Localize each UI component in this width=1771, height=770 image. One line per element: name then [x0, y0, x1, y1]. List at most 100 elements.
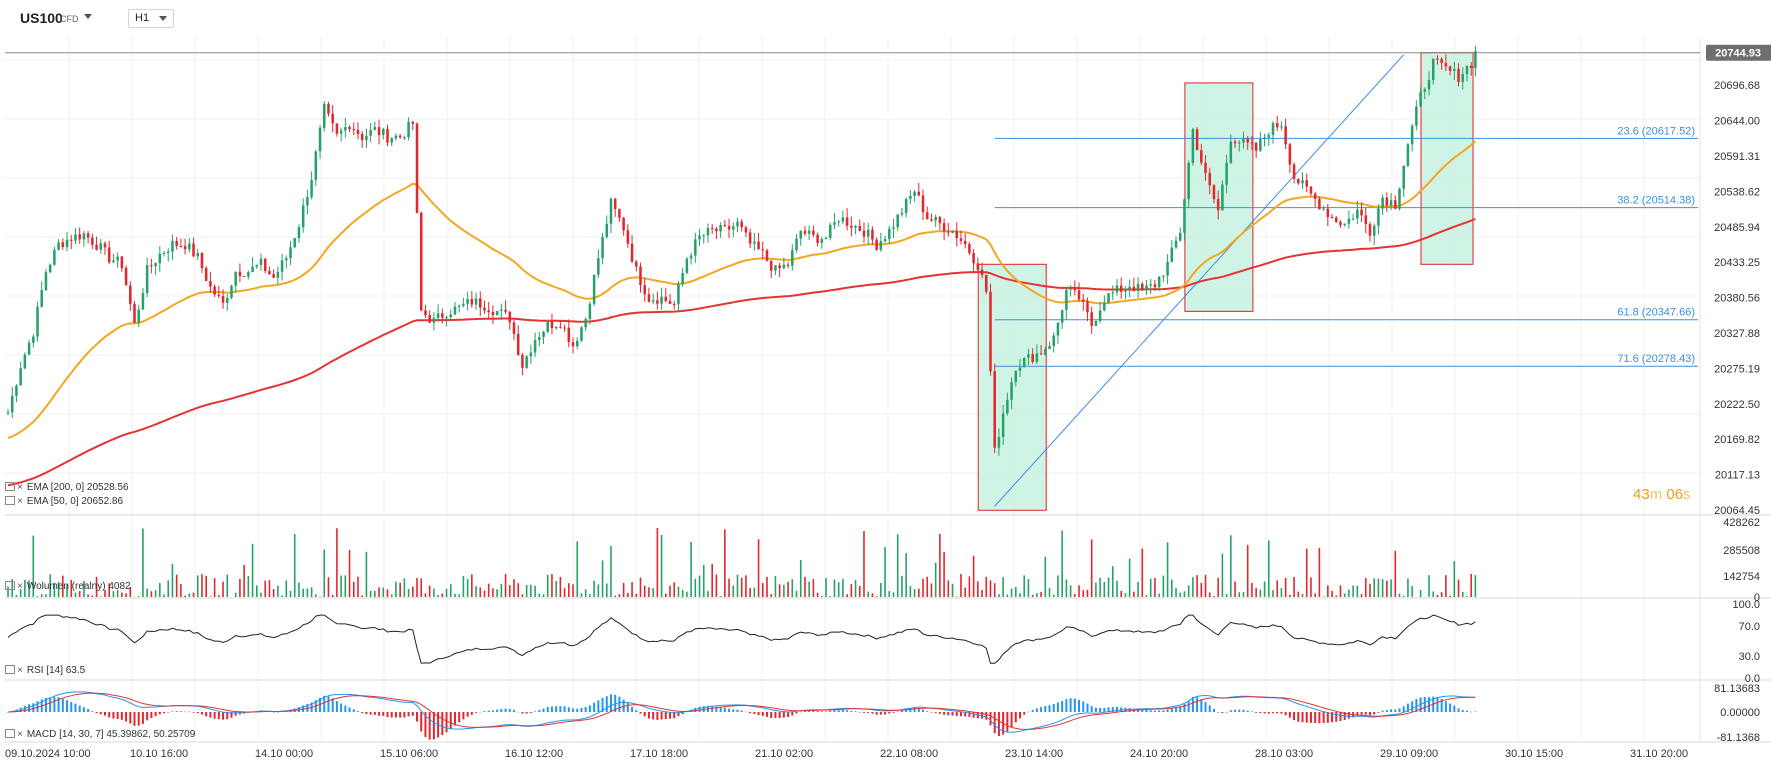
candle-body	[166, 251, 170, 253]
close-icon[interactable]: ×	[17, 665, 23, 676]
macd-histogram-bar	[1276, 712, 1279, 714]
candle-body	[1280, 126, 1283, 128]
symbol-selector[interactable]: US100	[20, 10, 63, 26]
candle-body	[1153, 284, 1157, 288]
volume-bar	[610, 545, 612, 597]
volume-bar	[521, 594, 524, 597]
candle-body	[276, 271, 280, 278]
volume-bar	[584, 589, 587, 597]
candle-body	[99, 243, 103, 250]
volume-bar	[1373, 578, 1375, 597]
macd-histogram-bar	[479, 711, 482, 713]
candle-body	[474, 298, 478, 305]
settings-icon[interactable]	[5, 496, 15, 505]
candle-body	[1225, 162, 1228, 185]
macd-histogram-bar	[449, 712, 452, 730]
candle-body	[993, 371, 996, 448]
candle-body	[913, 191, 916, 196]
candle-body	[1419, 91, 1422, 107]
candle-body	[841, 217, 845, 222]
volume-bar	[167, 580, 170, 597]
macd-histogram-bar	[99, 712, 102, 715]
settings-icon[interactable]	[5, 665, 15, 674]
price-tick-label: 20485.94	[1714, 222, 1760, 234]
volume-bar	[605, 583, 608, 597]
volume-bar	[458, 594, 460, 597]
macd-histogram-bar	[356, 711, 359, 712]
volume-bar	[1061, 530, 1063, 597]
candle-body	[141, 292, 145, 310]
price-tick-label: 20275.19	[1714, 363, 1760, 375]
close-icon[interactable]: ×	[17, 729, 23, 740]
candle-body	[1334, 217, 1338, 222]
volume-bar	[201, 574, 203, 597]
time-axis: 09.10.2024 10:00 10.10 16:00 14.10 00:00 15…	[5, 748, 1688, 760]
candle-body	[989, 291, 992, 372]
candle-body	[685, 258, 689, 273]
settings-icon[interactable]	[5, 729, 15, 738]
volume-bar	[78, 591, 81, 597]
macd-histogram-bar	[964, 712, 967, 717]
macd-histogram-bar	[609, 694, 612, 712]
symbol-dropdown-chevron-icon[interactable]	[84, 14, 92, 19]
candle-countdown: 43m 06s	[1633, 486, 1691, 503]
volume-bar	[36, 596, 39, 597]
volume-bar	[1179, 592, 1182, 597]
volume-bar	[977, 581, 979, 597]
candle-body	[1204, 162, 1207, 174]
macd-histogram-bar	[146, 712, 149, 721]
macd-histogram-bar	[534, 711, 537, 712]
settings-icon[interactable]	[5, 581, 15, 590]
volume-bar	[998, 594, 1000, 597]
close-icon[interactable]: ×	[17, 581, 23, 592]
candle-body	[1427, 79, 1431, 90]
candle-body	[744, 227, 748, 233]
candle-body	[339, 130, 343, 134]
macd-histogram-bar	[1385, 710, 1388, 712]
candle-body	[150, 265, 153, 267]
candle-body	[373, 127, 377, 130]
macd-histogram-bar	[938, 712, 941, 714]
volume-bar	[702, 565, 705, 597]
settings-icon[interactable]	[5, 482, 15, 491]
macd-histogram-bar	[841, 709, 844, 712]
volume-bar	[901, 575, 903, 597]
candle-body	[812, 230, 815, 235]
macd-histogram-bar	[660, 712, 663, 720]
chart-header: US100 CFD H1	[0, 0, 1700, 38]
volume-bar	[1276, 580, 1279, 597]
time-tick-label: 17.10 18:00	[630, 748, 688, 760]
macd-histogram-bar	[234, 712, 237, 716]
volume-bar	[875, 596, 878, 597]
candle-body	[462, 303, 465, 306]
macd-histogram-bar	[7, 712, 9, 713]
close-icon[interactable]: ×	[17, 496, 23, 507]
volume-bar	[1166, 542, 1169, 597]
macd-histogram-bar	[1048, 705, 1051, 712]
macd-histogram-bar	[70, 702, 73, 712]
volume-bar	[1204, 574, 1207, 597]
volume-bar	[1162, 575, 1165, 597]
candle-body	[942, 223, 946, 232]
candle-body	[1141, 283, 1144, 290]
macd-histogram-bar	[78, 705, 81, 712]
volume-bar	[534, 585, 536, 597]
candle-body	[57, 242, 60, 250]
macd-histogram-bar	[647, 712, 650, 719]
timeframe-selector[interactable]: H1	[128, 9, 174, 28]
timeframe-chevron-down-icon[interactable]	[159, 16, 167, 21]
macd-histogram-bar	[782, 712, 785, 718]
macd-histogram-bar	[175, 711, 178, 712]
candle-body	[554, 326, 558, 329]
volume-bar	[513, 579, 515, 597]
volume-bar	[1044, 556, 1047, 597]
candle-body	[1216, 199, 1220, 211]
volume-bar	[538, 593, 541, 597]
close-icon[interactable]: ×	[17, 482, 23, 493]
grid	[5, 38, 1700, 740]
candle-body	[1254, 142, 1258, 151]
volume-bar	[159, 582, 161, 597]
candle-body	[32, 336, 35, 343]
candle-body	[1027, 354, 1030, 358]
